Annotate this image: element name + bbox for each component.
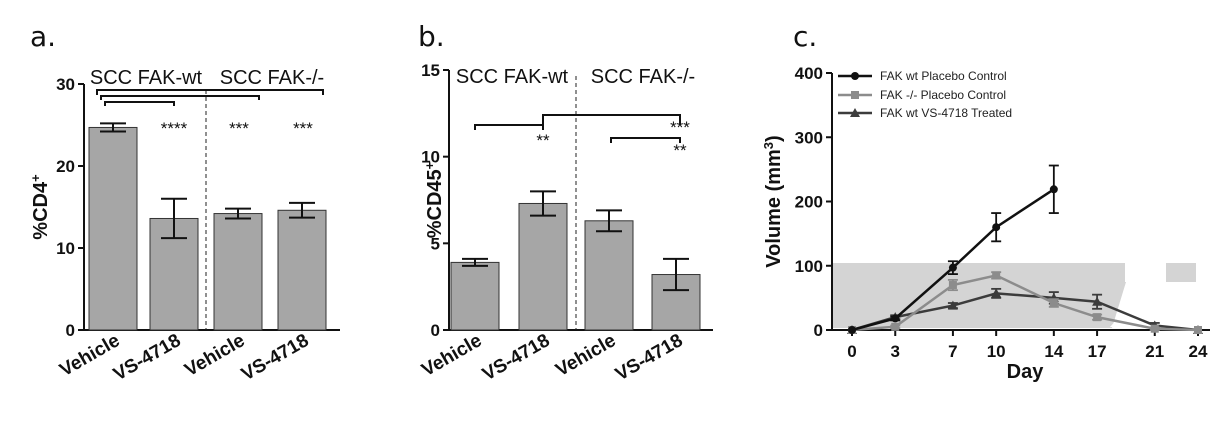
y-tick-label: 10 [421, 148, 440, 167]
significance-label: *** [229, 119, 249, 138]
y-tick-label: 200 [795, 193, 823, 212]
overlay-shape-right [1166, 263, 1196, 282]
data-point [848, 326, 856, 334]
panel-letter: c. [793, 20, 817, 53]
significance-bracket [96, 89, 324, 95]
y-axis-label: %CD45+ [422, 161, 447, 238]
x-tick-label: 3 [891, 342, 900, 361]
data-point [948, 281, 957, 290]
y-tick-label: 100 [795, 257, 823, 276]
data-point [1194, 326, 1202, 334]
x-tick-label: 0 [847, 342, 856, 361]
significance-label: *** [670, 118, 690, 137]
data-point [948, 263, 957, 272]
category-label: Vehicle [418, 330, 485, 381]
group-label: SCC FAK-/- [591, 66, 695, 88]
category-label: VS-4718 [612, 330, 687, 385]
data-point [1092, 296, 1103, 306]
y-tick-label: 15 [421, 61, 440, 80]
y-tick-label: 0 [814, 321, 823, 340]
significance-label: ** [536, 131, 550, 150]
significance-label: ** [673, 141, 687, 160]
group-label: SCC FAK-/- [220, 67, 324, 89]
category-label: Vehicle [552, 330, 619, 381]
panel-letter: a. [30, 20, 56, 53]
y-tick-label: 300 [795, 128, 823, 147]
y-tick-label: 0 [431, 321, 440, 340]
significance-label: **** [161, 119, 188, 138]
y-axis-label: Volume (mm3) [761, 135, 786, 267]
y-tick-label: 0 [66, 321, 75, 340]
significance-bracket [542, 114, 681, 125]
category-label: VS-4718 [110, 330, 185, 385]
y-tick-label: 10 [56, 239, 75, 258]
y-tick-label: 400 [795, 64, 823, 83]
panel-b: b.051015%CD45+VehicleVS-4718VehicleVS-47… [418, 20, 713, 385]
panel-a: a.0102030%CD4+VehicleVS-4718VehicleVS-47… [28, 20, 340, 385]
group-label: SCC FAK-wt [456, 66, 569, 88]
bar [450, 261, 500, 331]
x-axis-label: Day [1007, 361, 1045, 383]
series-line [851, 292, 1199, 332]
panel-letter: b. [418, 20, 445, 53]
bar [518, 202, 568, 331]
data-point [992, 271, 1001, 280]
data-point [1049, 299, 1058, 308]
panel-c: c. 0 100 200 300 400 0 3 7 10 14 17 21 24 Day Volume (m… [761, 20, 1210, 383]
bar [584, 220, 634, 331]
data-point [1150, 324, 1159, 333]
legend-label: FAK wt VS-4718 Treated [880, 106, 1012, 120]
data-point [992, 223, 1001, 232]
data-point [1049, 185, 1058, 194]
data-point [891, 314, 900, 323]
data-point [947, 300, 958, 310]
category-label: VS-4718 [479, 330, 554, 385]
data-point [851, 72, 859, 80]
x-tick-label: 14 [1044, 342, 1063, 361]
y-tick-label: 5 [431, 234, 440, 253]
y-axis-label: %CD4+ [28, 174, 53, 240]
data-point [1093, 313, 1102, 322]
y-tick-label: 30 [56, 75, 75, 94]
category-label: VS-4718 [238, 330, 313, 385]
significance-bracket [474, 124, 544, 130]
bar [88, 126, 138, 331]
y-tick-label: 20 [56, 157, 75, 176]
category-label: Vehicle [181, 330, 248, 381]
bar [213, 213, 263, 331]
data-point [891, 322, 900, 331]
x-tick-label: 7 [948, 342, 957, 361]
overlay-arrow [1112, 282, 1196, 328]
bar [277, 209, 327, 331]
x-tick-label: 21 [1145, 342, 1164, 361]
significance-label: *** [293, 119, 313, 138]
x-tick-label: 10 [987, 342, 1006, 361]
significance-bracket [610, 137, 681, 143]
legend-label: FAK -/- Placebo Control [880, 88, 1006, 102]
data-point [850, 108, 860, 117]
data-point [851, 91, 859, 99]
x-tick-label: 17 [1088, 342, 1107, 361]
data-point [991, 288, 1002, 298]
x-tick-label: 24 [1189, 342, 1208, 361]
legend-label: FAK wt Placebo Control [880, 69, 1007, 83]
significance-bracket [100, 95, 260, 100]
group-label: SCC FAK-wt [90, 67, 203, 89]
series-line [851, 274, 1199, 332]
significance-bracket [104, 101, 175, 106]
